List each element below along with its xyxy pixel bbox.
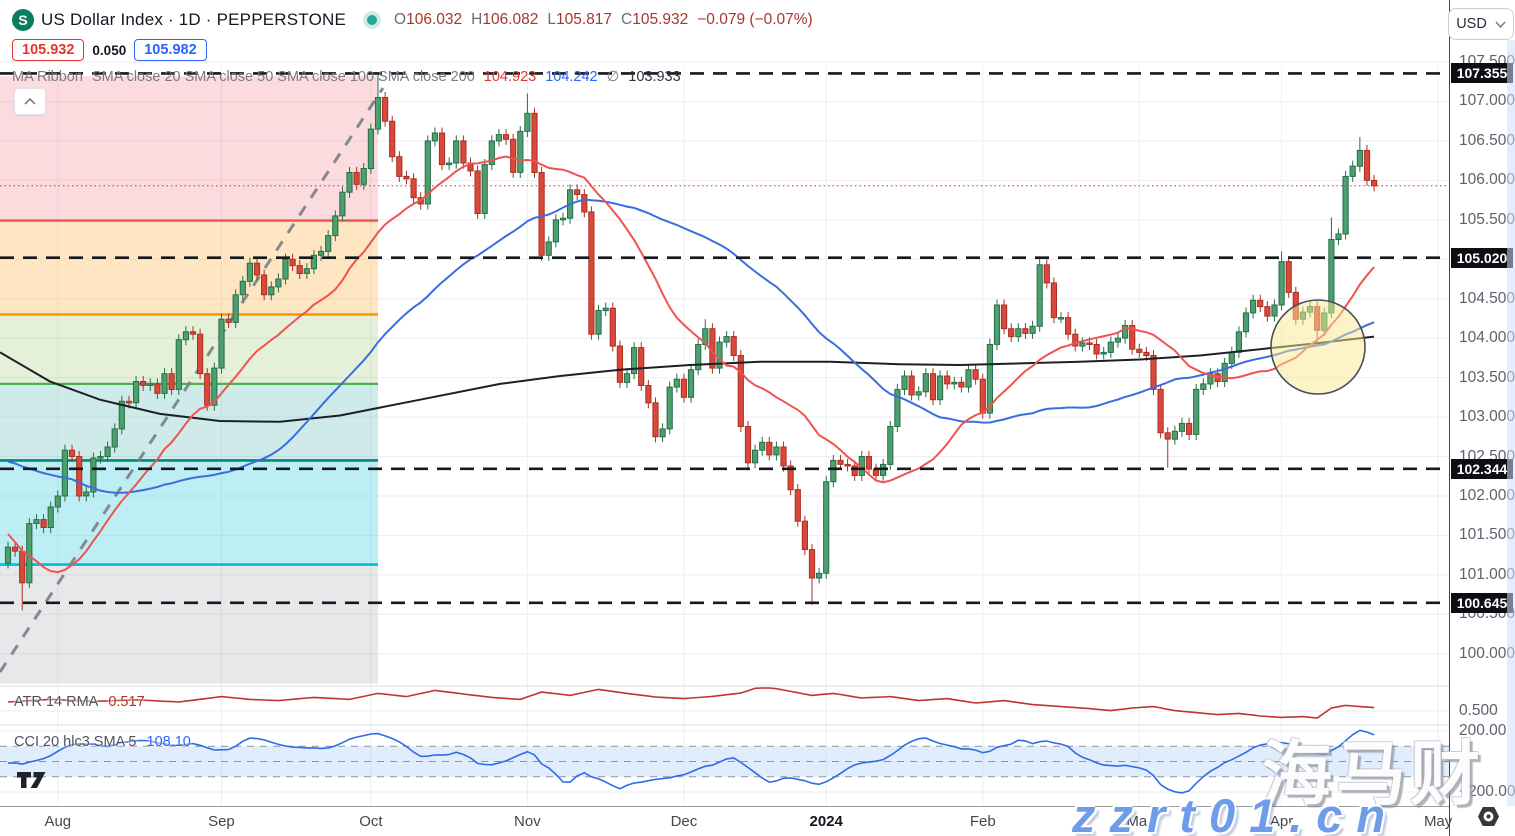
- chevron-up-icon: [24, 98, 36, 105]
- sma50-value: 104.242: [545, 69, 598, 85]
- close-label: C: [621, 11, 633, 28]
- tradingview-logo-icon: [17, 772, 46, 788]
- ma-ribbon-params: SMA close 20 SMA close 50 SMA close 100 …: [91, 69, 475, 85]
- symbol-legend[interactable]: S US Dollar Index · 1D · PEPPERSTONE O10…: [12, 8, 813, 32]
- market-status-icon: [367, 15, 378, 25]
- ask-price-button[interactable]: 105.982: [134, 39, 207, 61]
- low-value: 105.817: [555, 11, 613, 28]
- price-tick-label: 104.500: [1459, 289, 1515, 307]
- high-label: H: [471, 11, 483, 28]
- price-tick-label: 101.000: [1459, 565, 1515, 583]
- time-tick-label: May: [1423, 813, 1453, 830]
- price-tick-label: 107.000: [1459, 92, 1515, 110]
- time-tick-label: Oct: [359, 813, 383, 830]
- ma-ribbon-name: MA Ribbon: [12, 69, 83, 85]
- price-tick-label: 103.000: [1459, 408, 1515, 426]
- watermark-hexagon-icon: [1477, 806, 1500, 832]
- tradingview-logo[interactable]: [17, 772, 47, 794]
- time-tick-label: Apr: [1269, 813, 1294, 830]
- low-label: L: [547, 11, 556, 28]
- open-label: O: [394, 11, 407, 28]
- level-price-label: 100.645: [1451, 592, 1513, 613]
- indicator-tick-label: −200.00: [1459, 783, 1515, 800]
- price-tick-label: 102.000: [1459, 486, 1515, 504]
- price-tick-label: 105.500: [1459, 210, 1515, 228]
- atr-legend[interactable]: ATR 14 RMA 0.517: [14, 694, 145, 710]
- time-axis-scale[interactable]: Aug Sep Oct Nov Dec 2024 Feb Mar Apr May: [0, 807, 1453, 836]
- chevron-down-icon: [1495, 20, 1506, 28]
- price-tick-label: 100.000: [1459, 644, 1515, 662]
- time-tick-label: 2024: [809, 813, 843, 830]
- time-tick-label: Dec: [670, 813, 698, 830]
- bid-price-button[interactable]: 105.932: [12, 39, 85, 61]
- high-value: 106.082: [482, 11, 539, 28]
- currency-dropdown[interactable]: USD: [1448, 8, 1514, 40]
- ma-ribbon-legend[interactable]: MA Ribbon SMA close 20 SMA close 50 SMA …: [12, 67, 681, 87]
- time-tick-label: Sep: [208, 813, 235, 830]
- sma20-value: 104.923: [483, 69, 537, 85]
- level-price-label: 105.020: [1451, 247, 1513, 268]
- open-value: 106.032: [406, 11, 463, 28]
- price-tick-label: 106.500: [1459, 131, 1515, 149]
- level-price-label: 102.344: [1451, 458, 1513, 479]
- cci-legend[interactable]: CCI 20 hlc3 SMA 5 108.10: [14, 734, 191, 750]
- indicator-tick-label: 0.500: [1459, 702, 1498, 719]
- sma100-disabled-icon: ∅: [606, 69, 620, 85]
- time-tick-label: Mar: [1126, 813, 1153, 830]
- level-price-label: 107.355: [1451, 63, 1513, 84]
- right-edge-strip: [1507, 40, 1515, 806]
- cci-value: 108.10: [146, 734, 191, 750]
- time-tick-label: Nov: [514, 813, 541, 830]
- close-value: 105.932: [632, 11, 689, 28]
- collapse-legend-button[interactable]: [14, 88, 46, 115]
- bid-ask-row: 105.932 0.050 105.982: [12, 38, 207, 62]
- atr-value: 0.517: [108, 694, 145, 710]
- spread-value: 0.050: [92, 42, 127, 58]
- price-axis-scale[interactable]: 107.500 107.000 106.500 106.000 105.500 104.5…: [1449, 0, 1515, 836]
- atr-name: ATR 14 RMA: [14, 694, 99, 710]
- indicator-tick-label: 200.00: [1459, 722, 1507, 739]
- price-tick-label: 103.500: [1459, 368, 1515, 386]
- time-tick-label: Aug: [44, 813, 72, 830]
- ohlc-readout: O106.032 H106.082 L105.817 C105.932 −0.0…: [394, 11, 813, 29]
- cci-name: CCI 20 hlc3 SMA 5: [14, 734, 137, 750]
- price-tick-label: 104.000: [1459, 329, 1515, 347]
- currency-label: USD: [1456, 16, 1487, 32]
- change-value: −0.079 (−0.07%): [697, 11, 813, 28]
- symbol-logo-icon: S: [12, 9, 34, 31]
- symbol-title: US Dollar Index · 1D · PEPPERSTONE: [41, 10, 347, 29]
- price-tick-label: 101.500: [1459, 526, 1515, 544]
- sma200-value: 103.933: [628, 69, 681, 85]
- price-tick-label: 106.000: [1459, 171, 1515, 189]
- time-tick-label: Feb: [969, 813, 996, 830]
